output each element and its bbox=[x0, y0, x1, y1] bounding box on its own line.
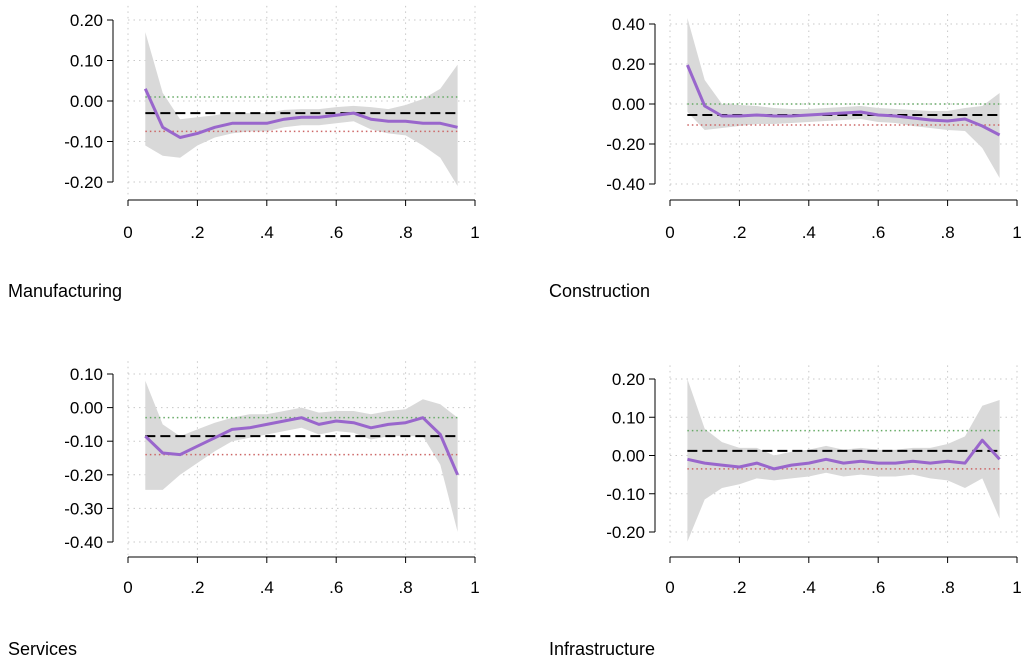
estimate-line bbox=[686, 64, 1001, 137]
x-tick-label: .2 bbox=[190, 578, 204, 597]
panel-services: 0.10 0.00 -0.10 -0.20 -0.30 -0.40 0 .2 .4 .6 .8 1 Se… bbox=[8, 361, 480, 657]
y-tick-label: -0.20 bbox=[64, 466, 103, 485]
x-tick-label: 1 bbox=[1012, 223, 1021, 242]
estimate-line bbox=[687, 438, 1001, 471]
x-tick-label: .6 bbox=[329, 578, 343, 597]
y-tick-label: 0.20 bbox=[612, 55, 645, 74]
y-tick-label: 0.20 bbox=[612, 370, 645, 389]
panel-construction: 0.40 0.20 0.00 -0.20 -0.40 0 .2 .4 .6 .8 1 Construc… bbox=[549, 14, 1022, 301]
x-tick-label: .4 bbox=[802, 578, 816, 597]
x-tick-label: 1 bbox=[470, 223, 479, 242]
y-tick-label: 0.40 bbox=[612, 15, 645, 34]
x-tick-label: .4 bbox=[260, 578, 274, 597]
y-tick-label: -0.30 bbox=[64, 499, 103, 518]
panel-title: Manufacturing bbox=[8, 281, 122, 301]
confidence-band bbox=[687, 379, 1000, 542]
x-tick-label: .8 bbox=[941, 223, 955, 242]
x-tick-label: 1 bbox=[470, 578, 479, 597]
y-tick-label: 0.00 bbox=[70, 399, 103, 418]
y-tick-label: 0.00 bbox=[612, 447, 645, 466]
x-tick-label: .6 bbox=[329, 223, 343, 242]
y-tick-label: -0.40 bbox=[64, 533, 103, 552]
panel-manufacturing: 0.20 0.10 0.00 -0.10 -0.20 0 .2 .4 .6 .8 1 Manufact… bbox=[8, 5, 480, 301]
x-tick-label: .8 bbox=[399, 223, 413, 242]
x-tick-label: .6 bbox=[871, 223, 885, 242]
panel-infrastructure: 0.20 0.10 0.00 -0.10 -0.20 0 .2 .4 .6 .8 1 Infrastr… bbox=[549, 365, 1022, 657]
x-tick-label: .2 bbox=[190, 223, 204, 242]
y-tick-label: 0.00 bbox=[70, 92, 103, 111]
estimate-line bbox=[143, 88, 458, 139]
x-tick-label: 1 bbox=[1012, 578, 1021, 597]
x-tick-label: .2 bbox=[732, 223, 746, 242]
y-tick-label: -0.20 bbox=[606, 135, 645, 154]
y-tick-label: -0.10 bbox=[606, 485, 645, 504]
y-tick-label: -0.20 bbox=[606, 523, 645, 542]
confidence-band bbox=[145, 380, 458, 532]
y-tick-label: -0.40 bbox=[606, 175, 645, 194]
x-tick-label: 0 bbox=[123, 223, 132, 242]
panel-title: Services bbox=[8, 639, 77, 657]
y-tick-label: -0.10 bbox=[64, 432, 103, 451]
x-tick-label: .2 bbox=[732, 578, 746, 597]
x-tick-label: .8 bbox=[399, 578, 413, 597]
x-tick-label: .4 bbox=[802, 223, 816, 242]
estimate-line bbox=[144, 416, 459, 476]
x-tick-label: .6 bbox=[871, 578, 885, 597]
panel-title: Construction bbox=[549, 281, 650, 301]
y-tick-label: -0.20 bbox=[64, 173, 103, 192]
panel-title: Infrastructure bbox=[549, 639, 655, 657]
y-tick-label: 0.10 bbox=[612, 408, 645, 427]
x-tick-label: .4 bbox=[260, 223, 274, 242]
y-tick-label: 0.00 bbox=[612, 95, 645, 114]
y-tick-label: 0.10 bbox=[70, 52, 103, 71]
x-tick-label: .8 bbox=[941, 578, 955, 597]
y-tick-label: 0.10 bbox=[70, 365, 103, 384]
y-tick-label: -0.10 bbox=[64, 133, 103, 152]
x-tick-label: 0 bbox=[123, 578, 132, 597]
y-tick-label: 0.20 bbox=[70, 11, 103, 30]
confidence-band bbox=[687, 18, 1000, 178]
confidence-band bbox=[145, 32, 458, 186]
x-tick-label: 0 bbox=[665, 223, 674, 242]
x-tick-label: 0 bbox=[665, 578, 674, 597]
